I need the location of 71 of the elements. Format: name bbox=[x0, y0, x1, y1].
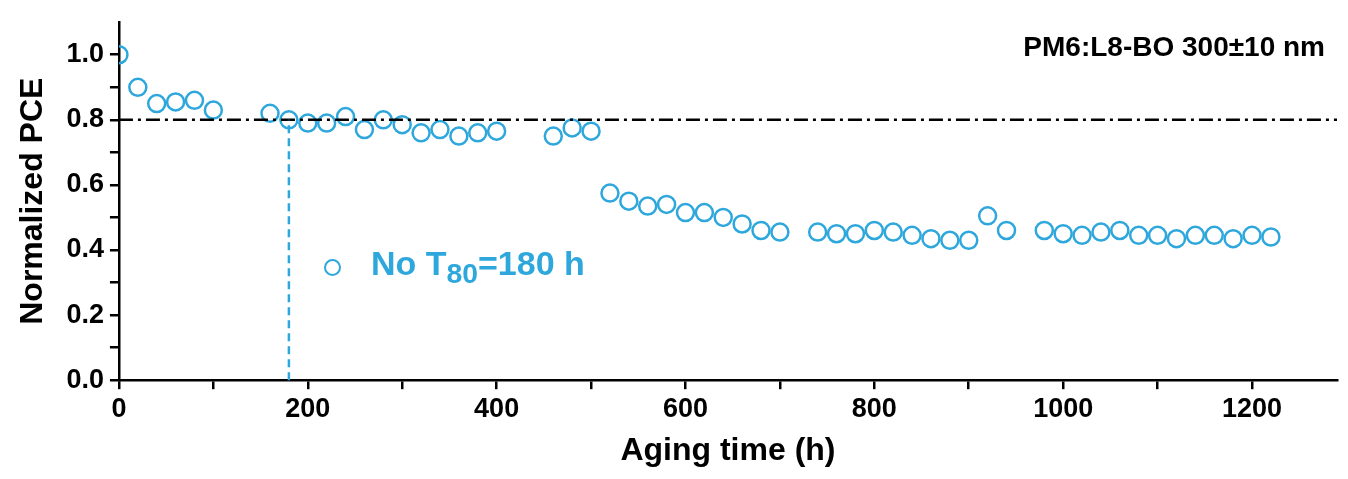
point bbox=[996, 220, 1017, 241]
point bbox=[656, 194, 677, 215]
x-tick-label: 1200 bbox=[1221, 392, 1283, 423]
point bbox=[335, 106, 356, 127]
annotation: PM6:L8-BO 300±10 nm bbox=[1023, 30, 1325, 62]
point bbox=[430, 119, 450, 140]
point bbox=[279, 110, 299, 130]
point bbox=[1091, 222, 1111, 242]
point bbox=[373, 110, 394, 130]
point bbox=[467, 123, 488, 143]
point bbox=[977, 206, 998, 226]
x-tick-label: 600 bbox=[662, 392, 709, 423]
point bbox=[675, 202, 696, 223]
point bbox=[1185, 225, 1206, 246]
x-tick-label: 0 bbox=[111, 392, 127, 423]
point bbox=[581, 121, 601, 141]
y-tick-label: 0.8 bbox=[66, 103, 104, 134]
point bbox=[146, 93, 167, 114]
x-tick-label: 400 bbox=[474, 392, 520, 423]
point bbox=[203, 100, 224, 120]
x-tick-label: 800 bbox=[851, 392, 897, 423]
point bbox=[1072, 225, 1092, 246]
point bbox=[1223, 228, 1243, 249]
point bbox=[486, 121, 507, 141]
point bbox=[1128, 225, 1149, 246]
y-tick-label: 1.0 bbox=[66, 38, 104, 69]
point bbox=[543, 126, 564, 146]
point bbox=[807, 222, 828, 242]
point bbox=[1034, 220, 1055, 241]
x-tick-label: 200 bbox=[285, 392, 331, 423]
point bbox=[694, 202, 715, 223]
y-tick-label: 0.6 bbox=[66, 168, 104, 199]
point bbox=[411, 123, 431, 143]
point bbox=[940, 230, 960, 251]
point bbox=[959, 230, 979, 251]
y-tick-label: 0.0 bbox=[66, 363, 104, 394]
point bbox=[921, 228, 941, 249]
point bbox=[751, 220, 771, 241]
point bbox=[770, 222, 790, 242]
point bbox=[713, 207, 733, 228]
point bbox=[298, 113, 318, 133]
point bbox=[864, 220, 885, 241]
x-axis-title: Aging time (h) bbox=[620, 430, 836, 467]
point bbox=[845, 224, 866, 244]
y-tick-label: 0.2 bbox=[66, 298, 104, 329]
point bbox=[883, 222, 903, 242]
point bbox=[1110, 220, 1130, 241]
point bbox=[826, 224, 847, 244]
point bbox=[392, 114, 412, 135]
point bbox=[902, 225, 922, 246]
y-tick-label: 0.4 bbox=[66, 233, 104, 264]
point bbox=[1166, 228, 1187, 249]
point bbox=[1204, 225, 1224, 246]
legend-label: No T$_{80}$=180 h bbox=[370, 244, 585, 290]
point bbox=[184, 90, 205, 111]
point bbox=[1147, 225, 1168, 246]
point bbox=[1242, 225, 1262, 246]
point bbox=[128, 77, 148, 98]
point bbox=[732, 214, 752, 234]
point bbox=[449, 126, 469, 146]
point bbox=[354, 119, 375, 140]
point bbox=[1261, 227, 1281, 247]
point bbox=[1053, 224, 1073, 244]
point bbox=[316, 113, 337, 133]
point bbox=[637, 196, 658, 216]
point bbox=[165, 92, 186, 112]
point bbox=[600, 183, 620, 203]
point bbox=[619, 191, 639, 211]
x-tick-label: 1000 bbox=[1033, 392, 1094, 423]
y-axis-title: Normalized PCE bbox=[13, 77, 50, 325]
point bbox=[562, 118, 582, 138]
